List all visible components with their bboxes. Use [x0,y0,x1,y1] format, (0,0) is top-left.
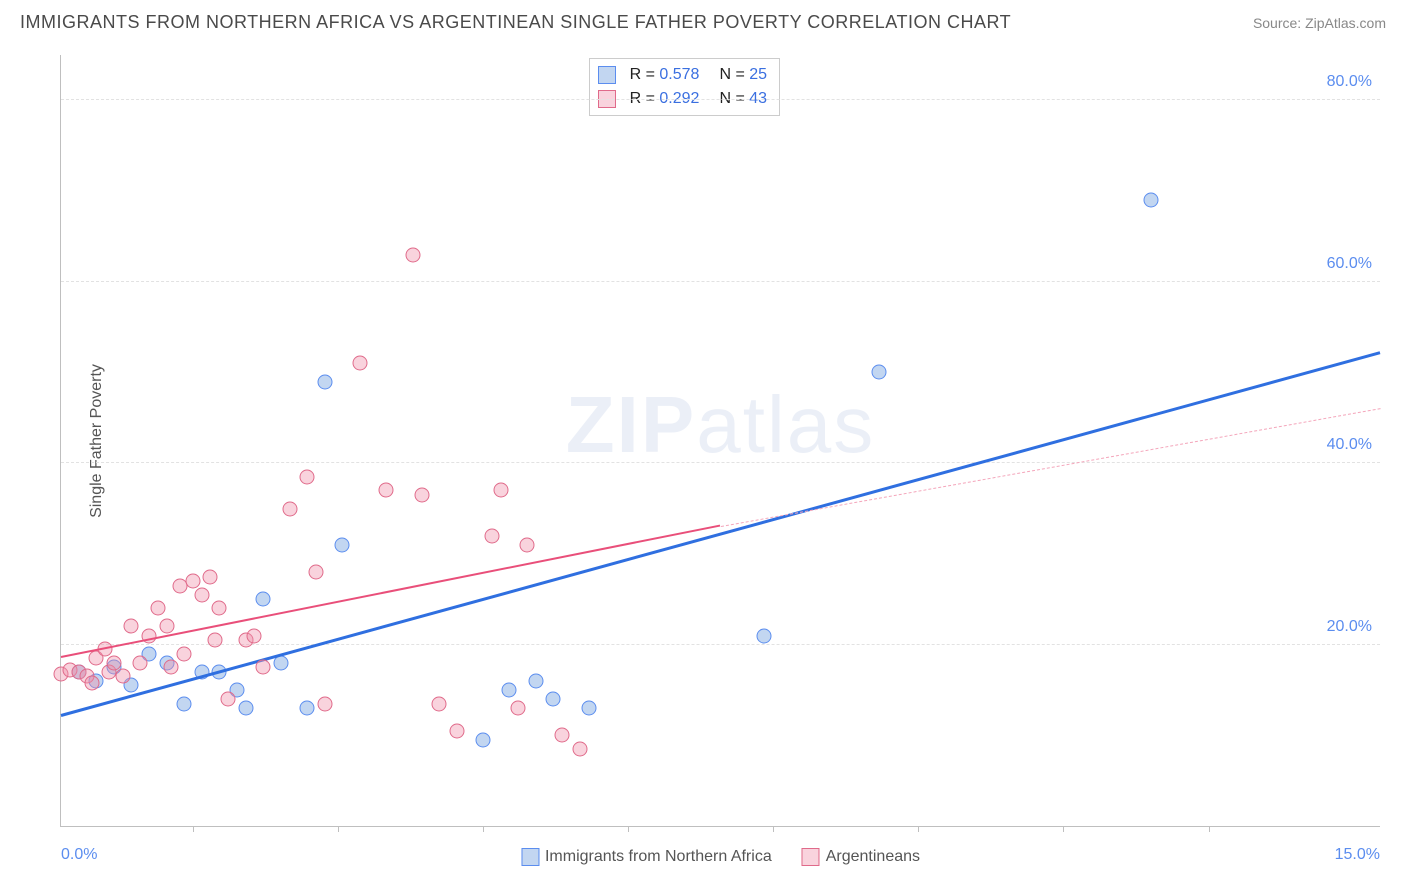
data-point [449,723,464,738]
data-point [150,601,165,616]
y-tick-label: 60.0% [1327,255,1372,273]
data-point [238,701,253,716]
data-point [581,701,596,716]
data-point [247,628,262,643]
x-tick [338,826,339,832]
x-tick [193,826,194,832]
x-axis-max-label: 15.0% [1335,846,1380,864]
gridline [61,462,1380,463]
trend-line [720,408,1380,527]
source-label: Source: [1253,15,1301,31]
legend-swatch [521,848,539,866]
legend-row: R = 0.578N = 25 [598,63,767,87]
y-tick-label: 40.0% [1327,436,1372,454]
x-axis-min-label: 0.0% [61,846,97,864]
x-tick [628,826,629,832]
data-point [317,374,332,389]
data-point [555,728,570,743]
data-point [511,701,526,716]
data-point [177,696,192,711]
data-point [221,692,236,707]
data-point [124,619,139,634]
legend-stats: R = 0.578N = 25 [630,63,767,87]
data-point [203,569,218,584]
data-point [379,483,394,498]
legend-swatch [802,848,820,866]
data-point [256,660,271,675]
x-tick [483,826,484,832]
data-point [352,356,367,371]
data-point [177,646,192,661]
data-point [871,365,886,380]
x-tick [773,826,774,832]
data-point [84,675,99,690]
trend-line [61,525,721,658]
data-point [414,487,429,502]
data-point [493,483,508,498]
data-point [317,696,332,711]
legend-label: Immigrants from Northern Africa [545,848,772,865]
gridline [61,644,1380,645]
data-point [207,633,222,648]
data-point [163,660,178,675]
data-point [106,655,121,670]
plot-area: Single Father Poverty ZIPatlas R = 0.578… [50,55,1380,827]
data-point [282,501,297,516]
series-legend: Immigrants from Northern Africa Argentine… [521,848,920,866]
legend-item: Argentineans [802,848,920,866]
data-point [300,469,315,484]
header: IMMIGRANTS FROM NORTHERN AFRICA VS ARGEN… [20,12,1386,33]
legend-item: Immigrants from Northern Africa [521,848,772,866]
data-point [528,673,543,688]
data-point [194,587,209,602]
correlation-legend: R = 0.578N = 25R = 0.292N = 43 [589,58,780,116]
data-point [133,655,148,670]
data-point [256,592,271,607]
data-point [159,619,174,634]
data-point [335,537,350,552]
data-point [572,741,587,756]
data-point [432,696,447,711]
source-value: ZipAtlas.com [1305,15,1386,31]
watermark: ZIPatlas [566,379,875,471]
data-point [309,565,324,580]
data-point [484,528,499,543]
y-tick-label: 80.0% [1327,73,1372,91]
x-tick [1063,826,1064,832]
chart-title: IMMIGRANTS FROM NORTHERN AFRICA VS ARGEN… [20,12,1011,33]
data-point [185,574,200,589]
data-point [502,682,517,697]
gridline [61,281,1380,282]
data-point [476,732,491,747]
data-point [520,537,535,552]
plot-canvas: ZIPatlas R = 0.578N = 25R = 0.292N = 43 … [60,55,1380,827]
data-point [405,247,420,262]
data-point [757,628,772,643]
data-point [300,701,315,716]
legend-swatch [598,66,616,84]
source-attribution: Source: ZipAtlas.com [1253,15,1386,31]
legend-label: Argentineans [826,848,920,865]
data-point [212,601,227,616]
data-point [1144,193,1159,208]
x-tick [1209,826,1210,832]
data-point [115,669,130,684]
y-tick-label: 20.0% [1327,618,1372,636]
gridline [61,99,1380,100]
data-point [546,692,561,707]
x-tick [918,826,919,832]
